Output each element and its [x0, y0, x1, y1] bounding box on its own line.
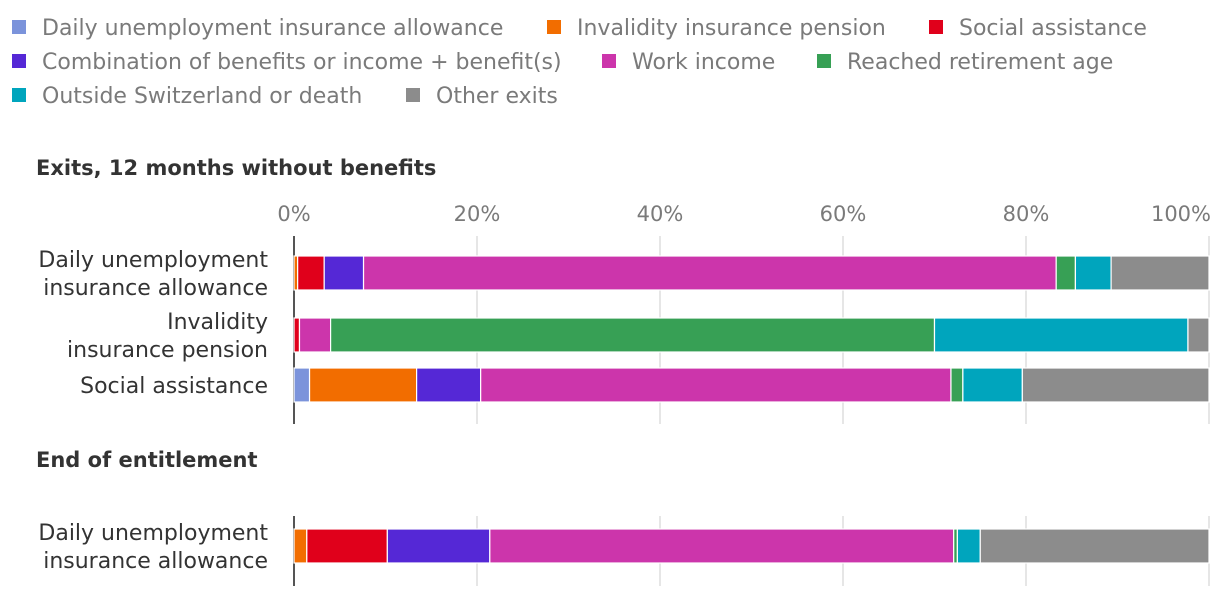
bar-segment-outside-switzerland-or-death	[1074, 255, 1112, 291]
legend-swatch	[12, 88, 26, 102]
bar-segment-work-income	[362, 255, 1057, 291]
legend-item-social-assistance: Social assistance	[929, 16, 1147, 41]
category-label: Invalidity insurance pension	[67, 310, 268, 363]
legend-label: Outside Switzerland or death	[42, 84, 362, 109]
bar-segment-other-exits	[1110, 255, 1210, 291]
bar-row-invalidity-insurance-pension	[293, 317, 1210, 353]
category-label: Social assistance	[80, 374, 268, 399]
tick-label: 100%	[1151, 202, 1211, 226]
tick-label: 40%	[637, 202, 684, 226]
bar-segment-combination-of-benefits-or-income-benefit-s	[386, 528, 491, 564]
bar-segment-social-assistance	[293, 317, 301, 353]
legend-item-invalidity-insurance-pension: Invalidity insurance pension	[547, 16, 886, 41]
legend-swatch	[406, 88, 420, 102]
panel-title-end-of-entitlement: End of entitlement	[36, 448, 258, 472]
legend-label: Combination of benefits or income + bene…	[42, 50, 562, 75]
bar-segment-combination-of-benefits-or-income-benefit-s	[416, 367, 482, 403]
legend-item-outside-switzerland-or-death: Outside Switzerland or death	[12, 84, 362, 109]
bar-segment-daily-unemployment-insurance-allowance	[293, 367, 311, 403]
bar-segment-outside-switzerland-or-death	[962, 367, 1023, 403]
category-labels: Daily unemployment insurance allowance Inv…	[38, 248, 268, 574]
bar-row-daily-unemployment-insurance-allowance	[293, 255, 1210, 291]
legend-label: Daily unemployment insurance allowance	[42, 16, 503, 41]
legend-item-work-income: Work income	[602, 50, 775, 75]
tick-label: 0%	[277, 202, 310, 226]
legend: Daily unemployment insurance allowance In…	[12, 16, 1147, 109]
category-label: Daily unemployment insurance allowance	[38, 521, 268, 574]
legend-label: Social assistance	[959, 16, 1147, 41]
tick-label: 80%	[1003, 202, 1050, 226]
bar-segment-social-assistance	[306, 528, 388, 564]
bar-row-social-assistance	[293, 367, 1210, 403]
bar-row-daily-unemployment-insurance-allowance	[293, 528, 1210, 564]
tick-label: 60%	[820, 202, 867, 226]
bar-segment-work-income	[489, 528, 955, 564]
bar-segment-work-income	[480, 367, 952, 403]
legend-item-other-exits: Other exits	[406, 84, 558, 109]
panel-title-exits: Exits, 12 months without benefits	[36, 156, 436, 180]
bar-segment-invalidity-insurance-pension	[293, 528, 308, 564]
bars	[293, 255, 1210, 564]
bar-segment-other-exits	[979, 528, 1210, 564]
legend-label: Other exits	[436, 84, 558, 109]
bar-segment-other-exits	[1187, 317, 1210, 353]
bar-segment-outside-switzerland-or-death	[956, 528, 981, 564]
legend-swatch	[929, 20, 943, 34]
bar-segment-reached-retirement-age	[950, 367, 964, 403]
legend-label: Work income	[632, 50, 775, 75]
bar-segment-invalidity-insurance-pension	[308, 367, 418, 403]
legend-swatch	[602, 54, 616, 68]
legend-item-daily-unemployment-insurance-allowance: Daily unemployment insurance allowance	[12, 16, 503, 41]
bar-segment-outside-switzerland-or-death	[933, 317, 1189, 353]
legend-item-combination-of-benefits-or-income-benefit-s: Combination of benefits or income + bene…	[12, 50, 562, 75]
legend-swatch	[12, 54, 26, 68]
legend-swatch	[12, 20, 26, 34]
bar-segment-social-assistance	[297, 255, 325, 291]
bar-segment-combination-of-benefits-or-income-benefit-s	[323, 255, 365, 291]
legend-label: Invalidity insurance pension	[577, 16, 886, 41]
legend-label: Reached retirement age	[847, 50, 1113, 75]
legend-swatch	[547, 20, 561, 34]
bar-segment-reached-retirement-age	[330, 317, 936, 353]
bar-segment-other-exits	[1021, 367, 1210, 403]
category-label: Daily unemployment insurance allowance	[38, 248, 268, 301]
bar-segment-reached-retirement-age	[1055, 255, 1077, 291]
legend-item-reached-retirement-age: Reached retirement age	[817, 50, 1113, 75]
legend-swatch	[817, 54, 831, 68]
tick-label: 20%	[454, 202, 501, 226]
bar-segment-work-income	[298, 317, 332, 353]
